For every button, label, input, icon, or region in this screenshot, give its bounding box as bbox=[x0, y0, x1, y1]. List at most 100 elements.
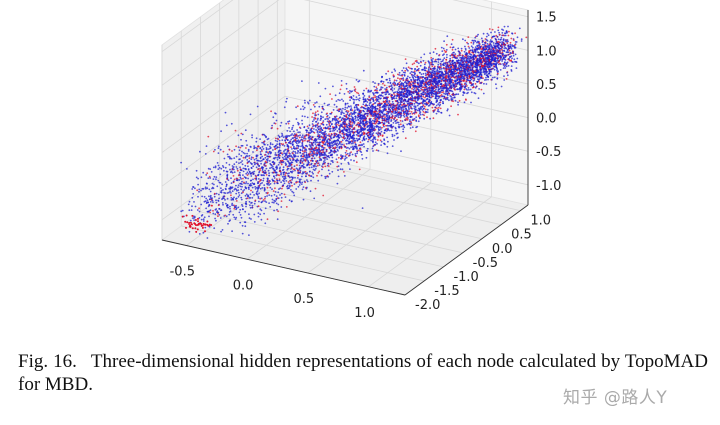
scatter-point-blue bbox=[428, 64, 431, 66]
scatter-point-blue bbox=[292, 150, 295, 153]
scatter-point-blue bbox=[248, 200, 251, 203]
scatter-point-blue bbox=[420, 73, 423, 76]
scatter-point-blue bbox=[481, 39, 484, 42]
scatter-point-blue bbox=[385, 72, 387, 75]
scatter-point-blue bbox=[270, 163, 272, 166]
scatter-point-red bbox=[383, 84, 386, 87]
scatter-point-blue bbox=[264, 207, 267, 210]
scatter-point-red bbox=[284, 174, 287, 177]
scatter-point-red bbox=[326, 112, 328, 115]
scatter-point-blue bbox=[380, 94, 382, 97]
scatter-point-blue bbox=[240, 178, 243, 180]
scatter-point-blue bbox=[202, 220, 205, 222]
scatter-point-blue bbox=[294, 176, 296, 179]
scatter-point-red bbox=[311, 154, 313, 156]
scatter-point-blue bbox=[387, 102, 390, 105]
scatter-point-red bbox=[474, 83, 477, 85]
scatter-point-red bbox=[388, 85, 391, 88]
scatter-point-blue bbox=[516, 57, 519, 60]
scatter-point-blue bbox=[340, 113, 343, 116]
scatter-point-blue bbox=[486, 66, 489, 69]
scatter-point-blue bbox=[288, 135, 291, 137]
axis-panes bbox=[161, 0, 529, 296]
scatter-point-blue bbox=[215, 201, 218, 204]
scatter-point-blue bbox=[302, 108, 305, 111]
scatter-point-blue bbox=[245, 205, 247, 208]
scatter-point-blue bbox=[345, 82, 348, 85]
scatter-point-blue bbox=[245, 182, 247, 185]
scatter-point-red bbox=[379, 106, 381, 109]
scatter-point-red bbox=[281, 187, 283, 190]
scatter-point-blue bbox=[280, 181, 282, 184]
scatter-point-red bbox=[376, 89, 378, 92]
scatter-point-blue bbox=[326, 144, 329, 147]
scatter-point-red bbox=[406, 116, 409, 119]
scatter-point-red bbox=[381, 134, 384, 137]
scatter-point-blue bbox=[198, 217, 201, 219]
scatter-point-blue bbox=[332, 85, 334, 88]
scatter-point-blue bbox=[246, 159, 249, 161]
scatter-point-blue bbox=[245, 177, 247, 180]
scatter-point-blue bbox=[305, 156, 308, 159]
scatter-point-blue bbox=[212, 178, 215, 181]
scatter-point-blue bbox=[426, 78, 429, 81]
scatter-point-red bbox=[424, 96, 426, 99]
scatter-point-blue bbox=[225, 184, 228, 186]
scatter-point-blue bbox=[237, 195, 240, 198]
scatter-point-blue bbox=[221, 183, 224, 186]
scatter-point-blue bbox=[192, 193, 195, 195]
scatter-point-blue bbox=[306, 186, 308, 189]
scatter-point-blue bbox=[361, 153, 363, 156]
scatter-point-blue bbox=[350, 96, 353, 99]
scatter-point-blue bbox=[245, 193, 248, 196]
scatter-point-red bbox=[336, 161, 339, 164]
gridline-y-floor bbox=[200, 211, 444, 268]
scatter-point-blue bbox=[440, 111, 442, 114]
scatter-point-red bbox=[259, 178, 262, 181]
gridline-y-floor bbox=[258, 169, 502, 226]
scatter-point-red bbox=[297, 169, 299, 172]
scatter-point-blue bbox=[244, 210, 247, 213]
scatter-point-blue bbox=[389, 106, 392, 109]
scatter-point-blue bbox=[240, 192, 243, 195]
scatter-point-red bbox=[311, 127, 313, 129]
scatter-point-blue bbox=[308, 144, 311, 146]
scatter-point-blue bbox=[511, 45, 514, 48]
scatter-point-blue bbox=[237, 189, 240, 192]
scatter-point-blue bbox=[217, 179, 220, 182]
scatter-point-blue bbox=[265, 201, 268, 204]
scatter-point-red bbox=[394, 84, 396, 87]
scatter-point-red bbox=[274, 180, 276, 183]
scatter-point-blue bbox=[215, 192, 218, 195]
scatter-point-blue bbox=[440, 68, 443, 70]
scatter-point-blue bbox=[321, 139, 324, 142]
scatter-point-blue bbox=[226, 204, 229, 207]
scatter-point-red bbox=[470, 82, 473, 85]
scatter-point-red bbox=[462, 80, 464, 82]
scatter-point-blue bbox=[449, 54, 452, 57]
scatter-point-blue bbox=[306, 179, 308, 181]
scatter-point-blue bbox=[312, 176, 315, 179]
scatter-point-red bbox=[313, 131, 316, 134]
scatter-point-blue bbox=[463, 50, 466, 53]
scatter-point-blue bbox=[490, 64, 493, 67]
scatter-point-blue bbox=[303, 106, 306, 109]
scatter-point-blue bbox=[237, 191, 240, 194]
scatter-point-blue bbox=[402, 77, 405, 80]
scatter-point-blue bbox=[324, 159, 326, 161]
scatter-point-blue bbox=[197, 195, 199, 198]
scatter-point-red bbox=[207, 135, 210, 138]
scatter-point-blue bbox=[449, 59, 451, 62]
scatter-point-red bbox=[246, 174, 249, 177]
scatter-point-blue bbox=[276, 208, 278, 211]
scatter-point-red bbox=[334, 115, 337, 118]
scatter-point-blue bbox=[507, 64, 510, 67]
scatter-point-blue bbox=[247, 177, 250, 180]
scatter-point-blue bbox=[216, 162, 219, 164]
scatter-point-blue bbox=[397, 89, 400, 91]
scatter-point-blue bbox=[470, 54, 473, 56]
gridline-y-floor bbox=[277, 155, 521, 212]
scatter-point-blue bbox=[355, 96, 358, 98]
scatter-point-blue bbox=[286, 97, 288, 100]
scatter-point-red bbox=[426, 116, 428, 119]
